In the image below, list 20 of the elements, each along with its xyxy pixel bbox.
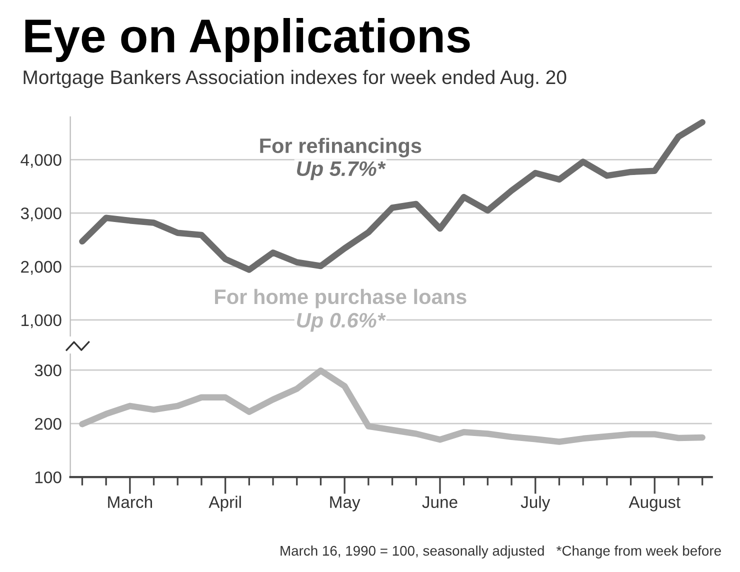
annotation: Up 0.6%* — [297, 312, 386, 332]
x-tick-label: April — [208, 496, 241, 512]
x-tick-label: July — [520, 496, 550, 512]
y-tick-label: 4,000 — [20, 154, 62, 168]
text: For refinancings — [260, 138, 422, 158]
y-tick-label: 3,000 — [20, 208, 62, 222]
y-tick-label: 100 — [35, 471, 62, 484]
y-tick-label: 300 — [34, 364, 62, 376]
text: March 16, 1990 = 100, seasonally adjusted *Change from week before — [280, 546, 721, 558]
x-tick-label: May — [330, 496, 360, 512]
x-tick-label: August — [628, 496, 680, 512]
x-tick-label: June — [422, 496, 458, 508]
y-tick-label: 1,000 — [22, 314, 62, 328]
y-tick-label: 2,000 — [21, 260, 62, 275]
y-tick-label: 200 — [35, 418, 62, 430]
text: For home purchase loans — [215, 288, 466, 308]
chart-subtitle: Mortgage Bankers Association indexes for week ended Aug. 20 — [24, 70, 566, 88]
chart-title: Eye on Applications — [25, 18, 470, 62]
annotation: Up 5.7%* — [297, 161, 386, 180]
x-tick-label: March — [108, 496, 152, 508]
